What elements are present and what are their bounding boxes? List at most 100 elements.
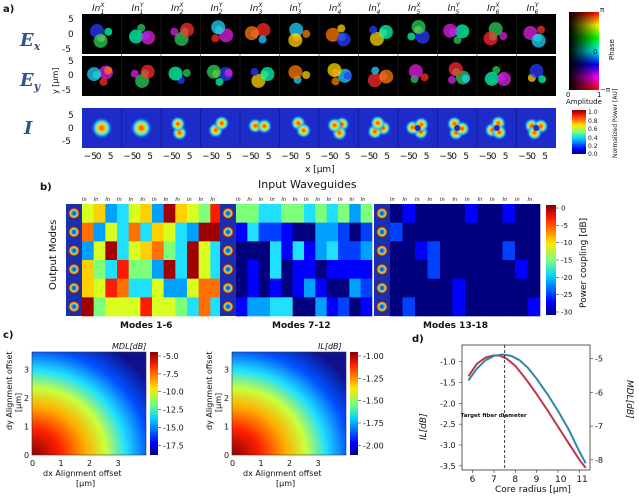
intensity-colorbar-label: Normalized Power [AU] bbox=[612, 89, 619, 158]
panel-b-label: b) bbox=[40, 182, 52, 193]
mdl-x-label-1: dx Alignment offset bbox=[43, 469, 122, 478]
coupling-cell bbox=[105, 260, 118, 279]
coupling-cell bbox=[105, 241, 118, 261]
y-tick-label: 1 bbox=[224, 423, 229, 432]
coupling-cell bbox=[152, 204, 164, 223]
row-label-ex: Ex bbox=[19, 30, 41, 53]
coupling-group: In In In In In In In In In In In In bbox=[374, 197, 541, 317]
x-tick-label: 11 bbox=[576, 475, 587, 485]
coupling-cell bbox=[175, 204, 188, 223]
y-tick-label: 0 bbox=[24, 451, 29, 460]
field-lobe bbox=[104, 66, 113, 75]
x-tick-label: 5 bbox=[542, 152, 548, 162]
field-lobe bbox=[302, 71, 311, 80]
column-header: InX 1 bbox=[92, 2, 105, 16]
coupling-cell bbox=[152, 241, 164, 261]
matrix-column-header: In bbox=[327, 197, 332, 203]
coupling-cell bbox=[326, 260, 339, 279]
mode-profile-icon bbox=[222, 244, 234, 257]
coupling-cell bbox=[82, 204, 94, 223]
coupling-cell bbox=[163, 241, 176, 261]
svg-text:0.6: 0.6 bbox=[588, 126, 598, 133]
coupling-cell bbox=[452, 260, 466, 279]
matrix-column-header: In bbox=[82, 197, 87, 203]
field-lobe bbox=[99, 77, 108, 86]
coupling-cell bbox=[105, 204, 118, 223]
intensity-colorbar bbox=[572, 110, 586, 154]
coupling-cell bbox=[198, 204, 211, 223]
coupling-cell bbox=[187, 241, 199, 261]
coupling-cell bbox=[163, 278, 176, 298]
x-tick-label: 0 bbox=[333, 152, 339, 162]
coupling-cell bbox=[236, 241, 248, 261]
coupling-cell bbox=[247, 204, 259, 223]
svg-text:-5: -5 bbox=[62, 45, 71, 55]
coupling-matrices: In In In In In In In In In In In In In In In In In In In In… bbox=[66, 197, 541, 317]
x-tick-label: 7 bbox=[491, 475, 497, 485]
y-right-tick-label: -7 bbox=[595, 422, 603, 431]
matrix-column-header: In bbox=[338, 197, 343, 203]
x-tick-label: 0 bbox=[451, 152, 457, 162]
intensity-spot bbox=[256, 118, 273, 135]
coupling-cell bbox=[236, 260, 248, 279]
matrix-column-header: In bbox=[440, 197, 445, 203]
coupling-group: In In In In In In In In In In In In bbox=[220, 197, 373, 317]
x-tick-label: −5 bbox=[400, 152, 413, 162]
coupling-cell bbox=[247, 260, 259, 279]
x-tick-label: 6 bbox=[470, 475, 476, 485]
coupling-cell bbox=[427, 297, 441, 317]
coupling-cell bbox=[82, 278, 94, 298]
x-tick-label: 0 bbox=[491, 152, 497, 162]
coupling-cell bbox=[338, 204, 350, 223]
field-lobe bbox=[371, 66, 380, 75]
coupling-cell bbox=[210, 204, 223, 223]
phase-colorbar-label: Phase bbox=[608, 39, 616, 60]
y-tick-label: -2.5 bbox=[440, 420, 456, 429]
field-lobe bbox=[170, 27, 179, 36]
coupling-cell bbox=[360, 297, 373, 317]
y-right-tick-label: -8 bbox=[595, 456, 603, 465]
coupling-cell bbox=[415, 278, 428, 298]
field-lobe bbox=[443, 23, 458, 38]
svg-text:0.4: 0.4 bbox=[588, 135, 598, 142]
svg-text:0.2: 0.2 bbox=[588, 143, 598, 150]
field-lobe bbox=[129, 29, 144, 44]
coupling-cell bbox=[490, 297, 503, 317]
coupling-cell bbox=[360, 204, 373, 223]
matrix-column-header: In bbox=[210, 197, 215, 203]
column-header: InX 3 bbox=[250, 2, 263, 16]
svg-text:0.8: 0.8 bbox=[588, 118, 598, 125]
panel-a-label: a) bbox=[3, 4, 14, 15]
coupling-cell bbox=[326, 278, 339, 298]
matrix-column-header: In bbox=[428, 197, 433, 203]
coupling-cell bbox=[402, 297, 416, 317]
coupling-cell bbox=[270, 297, 282, 317]
coupling-cell bbox=[465, 222, 478, 242]
coupling-cell bbox=[128, 241, 141, 261]
coupling-cell bbox=[82, 297, 94, 317]
matrix-column-header: In bbox=[105, 197, 110, 203]
mode-profile-icon bbox=[68, 226, 80, 238]
coupling-cell bbox=[292, 241, 305, 261]
matrix-column-header: In bbox=[164, 197, 169, 203]
field-lobe bbox=[211, 34, 220, 43]
coupling-cell bbox=[440, 222, 453, 242]
field-lobe bbox=[141, 30, 156, 45]
y-tick-label: 1 bbox=[24, 423, 29, 432]
colorbar-tick-label: -2.00 bbox=[363, 441, 384, 450]
coupling-cell bbox=[502, 260, 516, 279]
coupling-cell bbox=[402, 278, 416, 298]
field-lobe bbox=[215, 77, 224, 86]
field-lobe bbox=[448, 62, 463, 77]
coupling-cell bbox=[527, 222, 541, 242]
mode-profile-icon bbox=[222, 300, 234, 313]
coupling-cell bbox=[515, 297, 528, 317]
coupling-cell bbox=[326, 222, 339, 242]
intensity-null bbox=[454, 125, 461, 131]
coupling-cell bbox=[502, 204, 516, 223]
ex-field-cells bbox=[90, 14, 546, 96]
coupling-cell bbox=[82, 222, 94, 242]
x-tick-label: 0 bbox=[372, 152, 378, 162]
coupling-cell bbox=[440, 204, 453, 223]
